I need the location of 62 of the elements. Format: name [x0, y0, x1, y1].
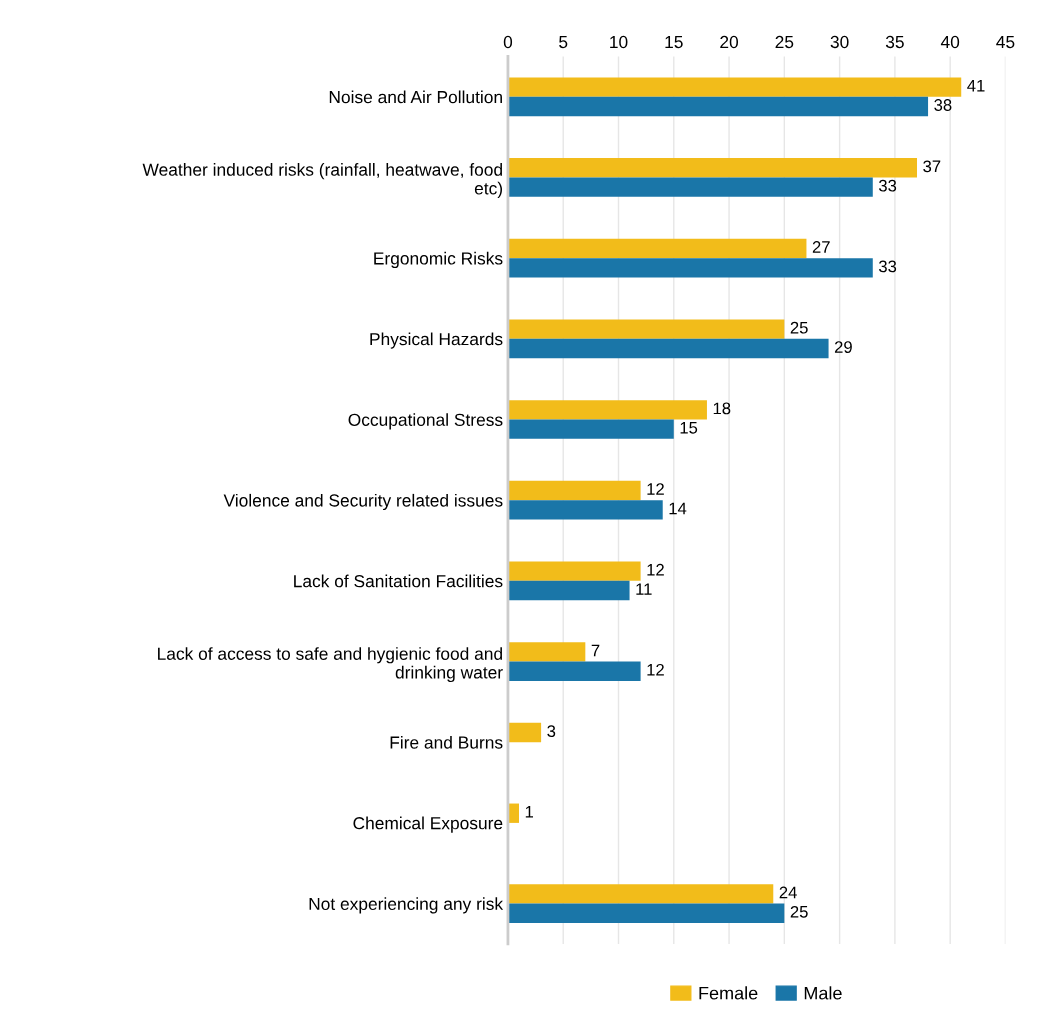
y-tick-label: Ergonomic Risks — [374, 251, 503, 269]
legend-label: Male — [804, 986, 842, 1000]
y-tick-label: Lack of Sanitation Facilities — [294, 574, 503, 588]
x-tick-label: 15 — [665, 36, 683, 49]
data-label: 3 — [547, 725, 556, 738]
bar — [507, 258, 873, 278]
bar — [507, 400, 707, 420]
x-tick-label: 0 — [503, 35, 513, 49]
bar — [507, 419, 674, 439]
bar — [507, 77, 962, 97]
bar — [507, 561, 641, 581]
data-label: 14 — [669, 502, 687, 515]
data-label: 33 — [878, 260, 897, 273]
y-tick-label: Lack of access to safe and hygienic food and drinking water — [158, 647, 503, 683]
bar — [507, 642, 586, 662]
data-label: 12 — [647, 663, 664, 676]
bar — [507, 238, 807, 259]
bar — [507, 338, 829, 359]
y-tick-label: Chemical Exposure — [353, 816, 503, 833]
bar — [507, 722, 542, 743]
y-tick-label: Fire and Burns — [390, 735, 503, 749]
data-label: 27 — [812, 241, 830, 253]
bar — [507, 319, 785, 339]
data-label: 25 — [790, 905, 808, 918]
data-label: 12 — [647, 563, 664, 576]
x-tick-label: 35 — [885, 35, 904, 49]
x-tick-label: 5 — [559, 36, 568, 49]
bar — [507, 661, 641, 681]
data-label: 29 — [834, 341, 852, 353]
bar — [507, 500, 663, 520]
legend-label: Female — [699, 986, 758, 1000]
data-label: 12 — [647, 483, 664, 495]
y-tick-label: Physical Hazards — [370, 332, 503, 349]
y-tick-label: Occupational Stress — [348, 413, 503, 430]
data-label: 1 — [525, 806, 534, 818]
bar — [507, 903, 785, 923]
bar — [507, 580, 630, 601]
x-tick-label: 25 — [775, 35, 794, 49]
x-tick-label: 20 — [720, 35, 739, 49]
y-tick-label: Weather induced risks (rainfall, heatwave, food etc) — [142, 163, 502, 198]
x-tick-label: 45 — [996, 36, 1015, 49]
data-label: 41 — [967, 79, 985, 92]
data-label: 15 — [680, 422, 698, 434]
data-label: 24 — [779, 886, 797, 899]
data-label: 7 — [591, 644, 600, 657]
y-tick-label: Violence and Security related issues — [223, 493, 503, 511]
data-label: 37 — [923, 160, 941, 173]
bar — [507, 884, 774, 904]
x-tick-label: 10 — [610, 35, 628, 49]
data-label: 18 — [713, 402, 731, 415]
data-label: 33 — [878, 179, 897, 192]
y-tick-label: Noise and Air Pollution — [329, 90, 502, 104]
data-label: 11 — [636, 583, 652, 595]
bar — [507, 96, 929, 117]
bar — [507, 158, 918, 178]
bar — [507, 177, 873, 197]
data-label: 38 — [934, 99, 952, 111]
y-tick-label: Not experiencing any risk — [309, 897, 504, 914]
x-tick-label: 40 — [940, 35, 960, 49]
bar — [507, 480, 641, 501]
x-tick-label: 30 — [830, 35, 849, 49]
data-label: 25 — [790, 321, 808, 334]
